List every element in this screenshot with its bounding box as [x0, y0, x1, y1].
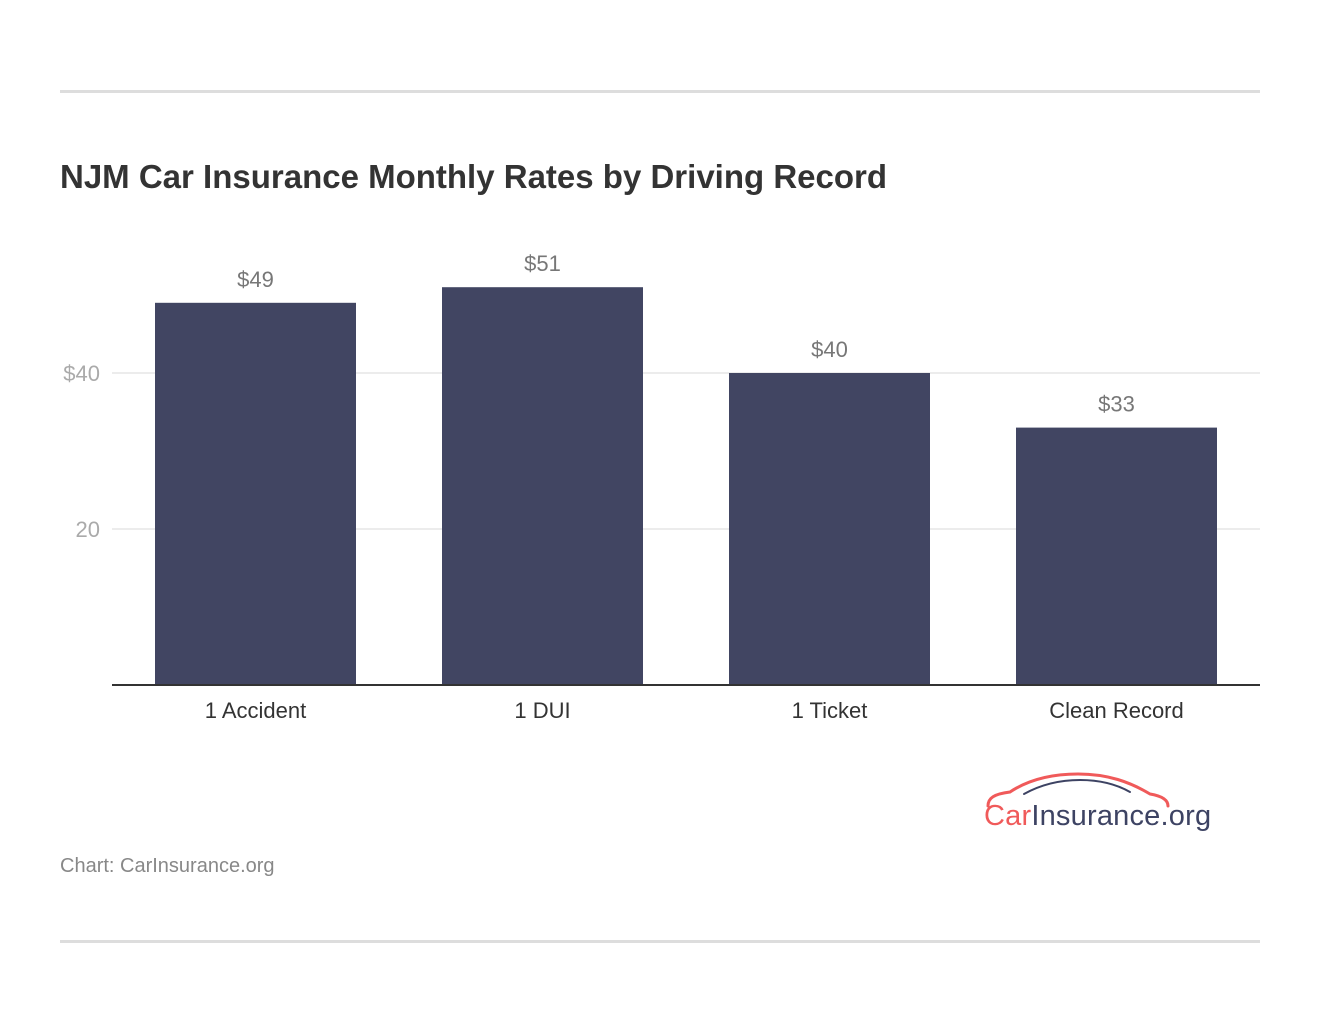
bar — [1016, 427, 1217, 685]
bar — [729, 373, 930, 685]
chart-title: NJM Car Insurance Monthly Rates by Drivi… — [60, 158, 888, 195]
bar-value-label: $51 — [524, 251, 561, 276]
x-category-label: Clean Record — [1049, 698, 1184, 723]
logo-insurance-text: Insurance.org — [1031, 800, 1212, 832]
bottom-divider — [60, 940, 1260, 943]
top-divider — [60, 90, 1260, 93]
chart-source: Chart: CarInsurance.org — [60, 855, 275, 877]
x-category-label: 1 Accident — [205, 698, 307, 723]
x-category-label: 1 DUI — [514, 698, 570, 723]
y-tick-label: 20 — [76, 517, 100, 542]
bar-value-label: $33 — [1098, 392, 1135, 417]
bar — [155, 302, 356, 685]
carinsurance-logo: CarInsurance.org — [980, 770, 1220, 840]
logo-car-text: Car — [984, 800, 1032, 832]
logo-wordmark: CarInsurance.org — [984, 800, 1211, 833]
car-silhouette-icon — [986, 772, 1170, 808]
y-tick-label: $40 — [63, 361, 100, 386]
bar-value-label: $40 — [811, 337, 848, 362]
x-category-label: 1 Ticket — [792, 698, 868, 723]
bar-chart: 20 $40 $49 1 Accident $51 1 DUI $40 1 Ticket $33… — [63, 251, 1260, 723]
bar — [442, 287, 643, 685]
bar-value-label: $49 — [237, 267, 274, 292]
